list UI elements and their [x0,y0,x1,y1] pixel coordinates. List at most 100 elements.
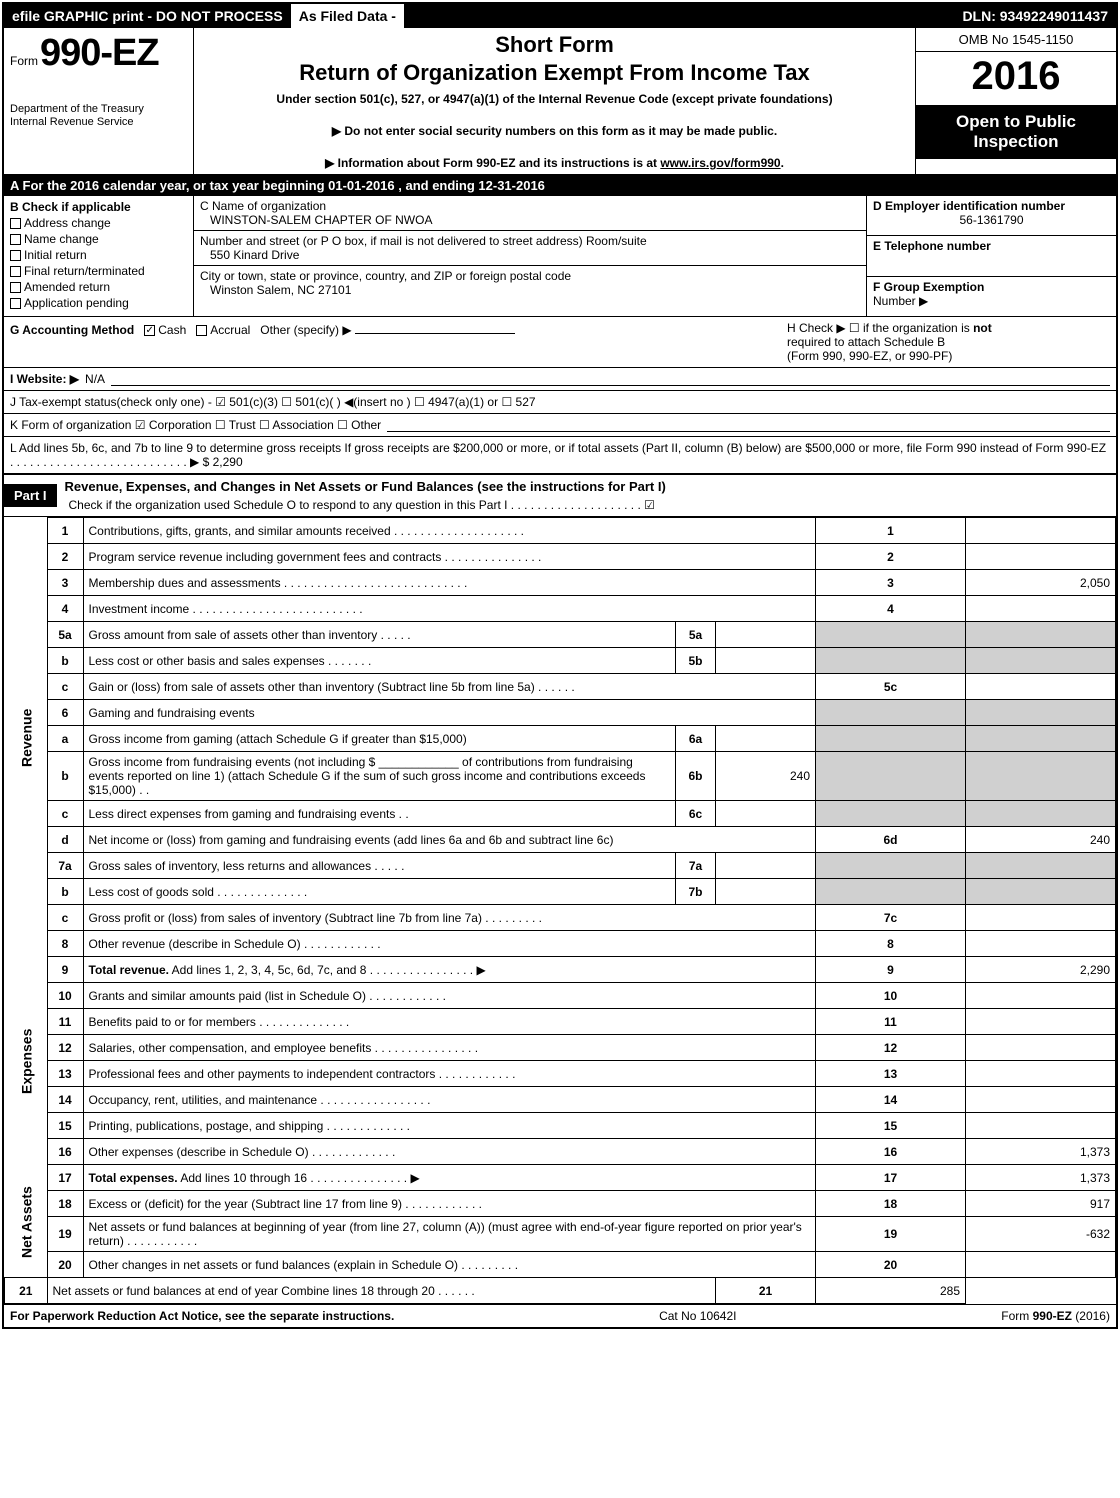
line-desc: Grants and similar amounts paid (list in… [83,983,816,1009]
line-number: 20 [47,1252,83,1278]
line-ref: 10 [816,983,966,1009]
side-revenue: Revenue [5,518,48,957]
line-number: 18 [47,1191,83,1217]
chk-amended-return[interactable]: Amended return [10,280,187,294]
line-desc: Less cost or other basis and sales expen… [83,648,676,674]
f-sub: Number ▶ [873,294,928,308]
table-row: 6Gaming and fundraising events [5,700,1116,726]
b-title: B Check if applicable [10,200,187,214]
i-label: I Website: ▶ [10,372,79,386]
line-desc: Benefits paid to or for members . . . . … [83,1009,816,1035]
line-value: 1,373 [966,1165,1116,1191]
line-number: 14 [47,1087,83,1113]
line-ref: 11 [816,1009,966,1035]
k-form-org-row: K Form of organization ☑ Corporation ☐ T… [4,414,1116,437]
part-i-title: Revenue, Expenses, and Changes in Net As… [57,475,1116,498]
line-ref: 14 [816,1087,966,1113]
grey-cell [966,622,1116,648]
line-value: -632 [966,1217,1116,1252]
header-left: Form 990-EZ Department of the Treasury I… [4,28,194,174]
sub-label: 5a [676,622,716,648]
line-desc: Other expenses (describe in Schedule O) … [83,1139,816,1165]
top-bar: efile GRAPHIC print - DO NOT PROCESS As … [4,4,1116,28]
line-value [966,1113,1116,1139]
chk-application-pending[interactable]: Application pending [10,296,187,310]
side-net-assets: Net Assets [5,1165,48,1278]
c-city-block: City or town, state or province, country… [194,266,866,300]
line-number: 12 [47,1035,83,1061]
line-value: 285 [816,1278,966,1304]
efile-label: efile GRAPHIC print - DO NOT PROCESS [4,4,291,28]
grey-cell [816,879,966,905]
line-ref: 17 [816,1165,966,1191]
line-ref: 4 [816,596,966,622]
chk-address-change[interactable]: Address change [10,216,187,230]
chk-final-return[interactable]: Final return/terminated [10,264,187,278]
line-ref: 3 [816,570,966,596]
line-desc: Membership dues and assessments . . . . … [83,570,816,596]
c-addr-label: Number and street (or P O box, if mail i… [200,234,860,248]
table-row: 19Net assets or fund balances at beginni… [5,1217,1116,1252]
line-value [966,596,1116,622]
h-block: H Check ▶ ☐ if the organization is not r… [781,317,1116,367]
under-section: Under section 501(c), 527, or 4947(a)(1)… [202,92,907,106]
table-row: 15Printing, publications, postage, and s… [5,1113,1116,1139]
website-line [111,372,1110,386]
chk-accrual[interactable] [196,325,207,336]
irs-link[interactable]: www.irs.gov/form990 [660,156,780,170]
grey-cell [966,752,1116,801]
ein-value: 56-1361790 [873,213,1110,227]
f-label: F Group Exemption [873,280,984,294]
open-to-public: Open to Public Inspection [916,106,1116,159]
section-def: D Employer identification number 56-1361… [866,196,1116,316]
sub-value [716,622,816,648]
dept-irs: Internal Revenue Service [10,116,187,129]
line-desc: Gross income from fundraising events (no… [83,752,676,801]
line-number: 2 [47,544,83,570]
h-text1: H Check ▶ ☐ if the organization is [787,321,973,335]
instr-suffix: . [781,156,784,170]
chk-name-change[interactable]: Name change [10,232,187,246]
gh-row: G Accounting Method ✓Cash Accrual Other … [4,317,1116,368]
part-i-check: Check if the organization used Schedule … [57,498,1116,516]
g-other-line[interactable] [355,333,515,334]
h-text3: (Form 990, 990-EZ, or 990-PF) [787,349,952,363]
e-block: E Telephone number [867,236,1116,276]
form-page: efile GRAPHIC print - DO NOT PROCESS As … [2,2,1118,1329]
grey-cell [966,726,1116,752]
line-desc: Total revenue. Add lines 1, 2, 3, 4, 5c,… [83,957,816,983]
sub-label: 6a [676,726,716,752]
line-value: 1,373 [966,1139,1116,1165]
table-row: 4Investment income . . . . . . . . . . .… [5,596,1116,622]
line-number: 3 [47,570,83,596]
chk-cash[interactable]: ✓ [144,325,155,336]
sub-value [716,801,816,827]
line-desc: Contributions, gifts, grants, and simila… [83,518,816,544]
website-value: N/A [85,372,105,386]
line-number: d [47,827,83,853]
d-block: D Employer identification number 56-1361… [867,196,1116,236]
grey-cell [816,700,966,726]
table-row: 18Excess or (deficit) for the year (Subt… [5,1191,1116,1217]
line-desc: Less cost of goods sold . . . . . . . . … [83,879,676,905]
line-desc: Gross profit or (loss) from sales of inv… [83,905,816,931]
line-ref: 7c [816,905,966,931]
sub-label: 5b [676,648,716,674]
e-label: E Telephone number [873,239,1110,253]
dept-treasury: Department of the Treasury [10,103,187,116]
table-row: cGain or (loss) from sale of assets othe… [5,674,1116,700]
table-row: 14Occupancy, rent, utilities, and mainte… [5,1087,1116,1113]
line-number: c [47,905,83,931]
org-street: 550 Kinard Drive [200,248,860,262]
line-desc: Professional fees and other payments to … [83,1061,816,1087]
table-row: 12Salaries, other compensation, and empl… [5,1035,1116,1061]
chk-initial-return[interactable]: Initial return [10,248,187,262]
line-value [966,1252,1116,1278]
c-city-label: City or town, state or province, country… [200,269,860,283]
line-ref: 9 [816,957,966,983]
line-number: 11 [47,1009,83,1035]
line-value [966,544,1116,570]
line-number: a [47,726,83,752]
table-row: dNet income or (loss) from gaming and fu… [5,827,1116,853]
line-desc: Salaries, other compensation, and employ… [83,1035,816,1061]
